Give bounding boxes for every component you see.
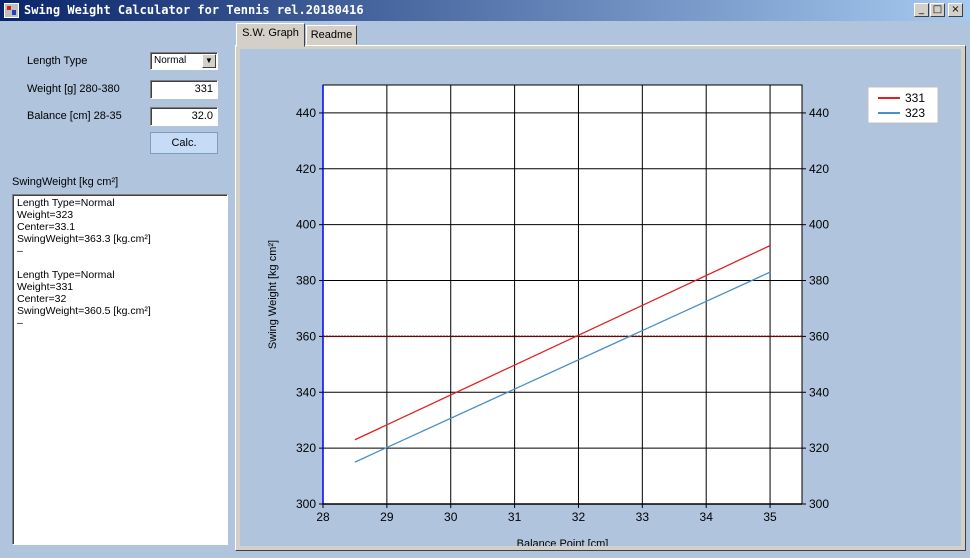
swing-weight-chart: 28 29 30 31 32 33 34 35 300 300 320 320 340 340 360 360… [267, 84, 939, 550]
y-tick-label-right-3: 360 [809, 329, 829, 343]
length-type-label: Length Type [27, 55, 88, 67]
x-tick-label-5: 33 [636, 510, 650, 524]
client-area: Length Type Normal ▼ Weight [g] 280-380 … [0, 21, 970, 558]
y-tick-label-right-1: 320 [809, 441, 829, 455]
calc-button[interactable]: Calc. [150, 132, 218, 154]
x-tick-label-4: 32 [572, 510, 586, 524]
maximize-button[interactable]: □ [930, 3, 945, 17]
legend-label-323: 323 [905, 106, 925, 120]
legend-box [867, 86, 939, 124]
x-tick-label-2: 30 [444, 510, 458, 524]
close-button[interactable]: × [948, 3, 963, 17]
tab-readme[interactable]: Readme [306, 25, 357, 45]
title-bar[interactable]: Swing Weight Calculator for Tennis rel.2… [0, 0, 970, 21]
balance-input[interactable]: 32.0 [150, 107, 218, 126]
window-title: Swing Weight Calculator for Tennis rel.2… [24, 3, 364, 17]
length-type-select[interactable]: Normal ▼ [150, 52, 218, 70]
y-tick-label-left-6: 420 [296, 162, 316, 176]
weight-input[interactable]: 331 [150, 80, 218, 99]
output-label: SwingWeight [kg cm²] [12, 176, 119, 188]
chart-area: 28 29 30 31 32 33 34 35 300 300 320 320 340 340 360 360… [240, 49, 961, 550]
y-tick-label-left-3: 360 [296, 329, 316, 343]
y-tick-label-right-7: 440 [809, 106, 829, 120]
y-tick-label-right-0: 300 [809, 497, 829, 511]
y-axis-label: Swing Weight [kg cm²] [267, 240, 279, 349]
y-tick-label-left-1: 320 [296, 441, 316, 455]
y-tick-label-left-2: 340 [296, 385, 316, 399]
y-tick-label-right-6: 420 [809, 162, 829, 176]
weight-label: Weight [g] 280-380 [27, 83, 120, 95]
y-tick-label-right-4: 380 [809, 274, 829, 288]
tab-panel: 28 29 30 31 32 33 34 35 300 300 320 320 340 340 360 360… [235, 45, 966, 551]
tab-sw-graph[interactable]: S.W. Graph [236, 23, 305, 47]
y-tick-label-right-5: 400 [809, 218, 829, 232]
chevron-down-icon[interactable]: ▼ [202, 54, 216, 68]
y-tick-label-right-2: 340 [809, 385, 829, 399]
series-line-323 [354, 271, 771, 463]
minimize-button[interactable]: _ [914, 3, 929, 17]
x-tick-label-1: 29 [380, 510, 394, 524]
series-line-331 [354, 245, 771, 441]
x-tick-label-3: 31 [508, 510, 522, 524]
plot-area [322, 84, 803, 505]
balance-label: Balance [cm] 28-35 [27, 110, 122, 122]
x-axis-label: Balance Point [cm] [517, 538, 609, 546]
output-textarea[interactable]: Length Type=Normal Weight=323 Center=33.… [12, 194, 228, 545]
app-icon[interactable] [4, 3, 19, 18]
x-tick-label-7: 35 [763, 510, 777, 524]
legend-label-331: 331 [905, 91, 925, 105]
y-tick-label-left-0: 300 [296, 497, 316, 511]
x-tick-label-0: 28 [316, 510, 330, 524]
y-tick-label-left-4: 380 [296, 274, 316, 288]
length-type-value: Normal [154, 55, 187, 66]
x-tick-label-6: 34 [700, 510, 714, 524]
y-tick-label-left-7: 440 [296, 106, 316, 120]
y-tick-label-left-5: 400 [296, 218, 316, 232]
